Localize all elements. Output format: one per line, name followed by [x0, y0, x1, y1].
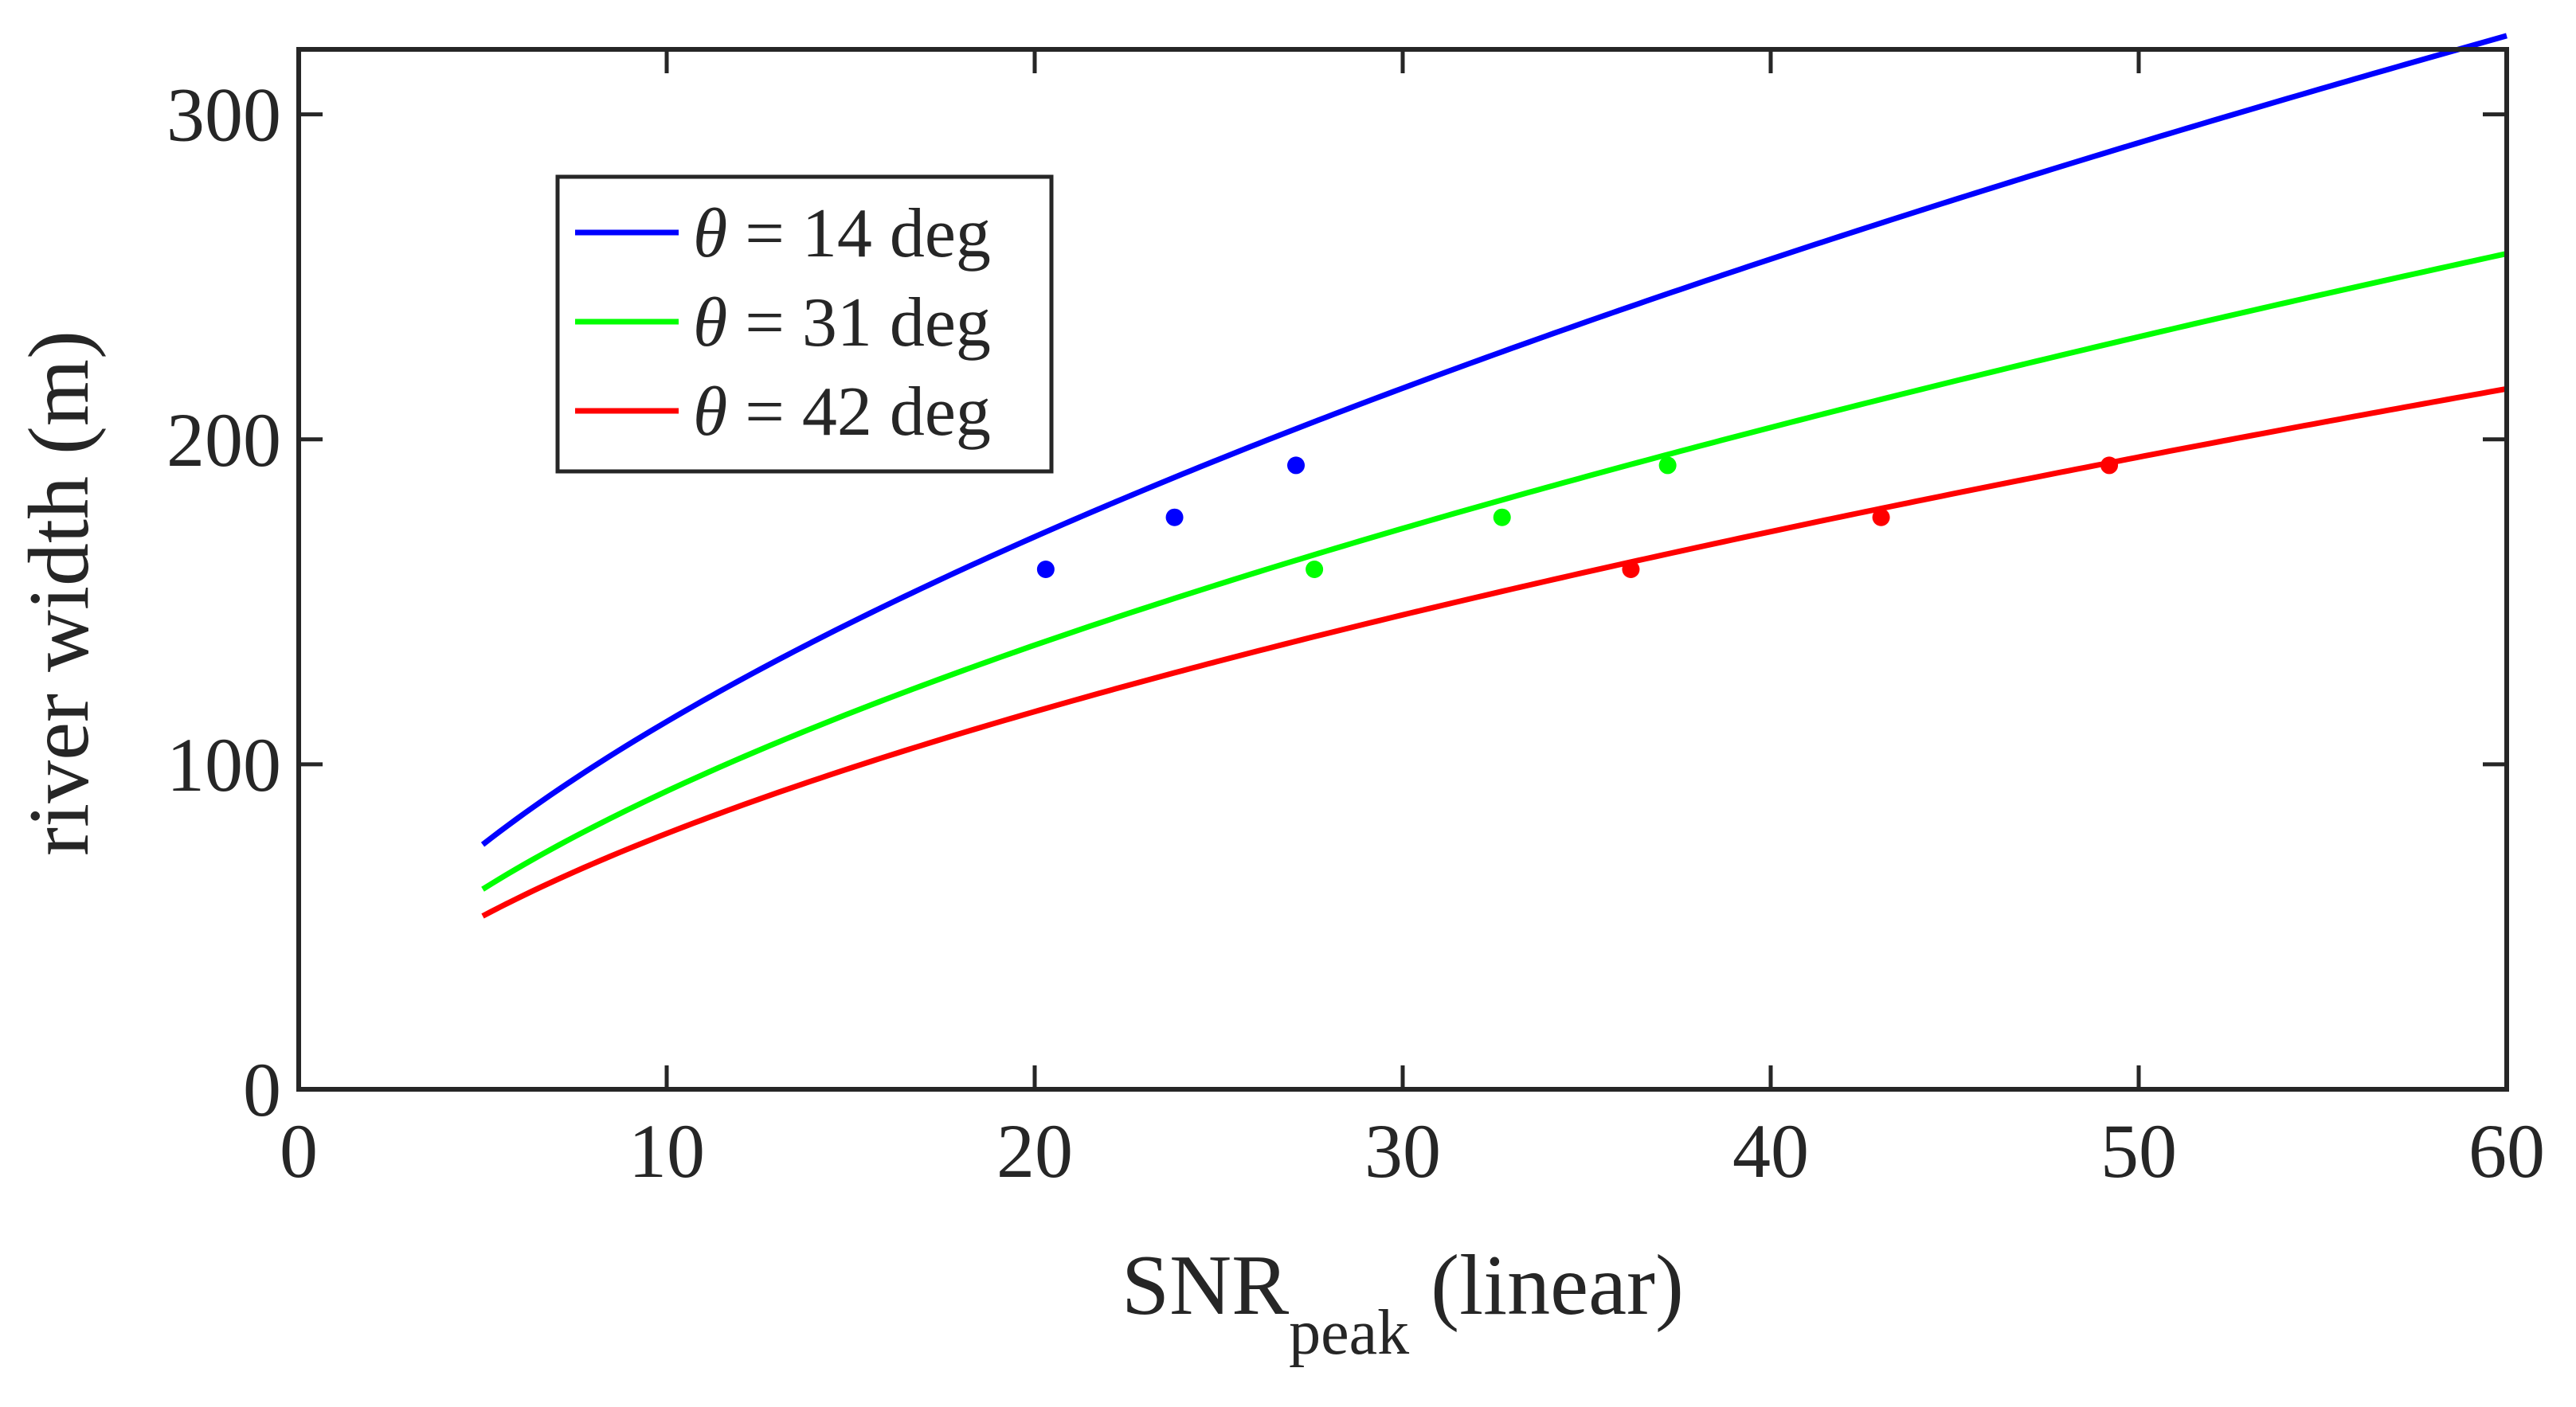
- legend-label-text: = 31 deg: [727, 284, 991, 362]
- legend-entry: θ = 31 deg: [575, 284, 991, 362]
- legend-label-text: = 14 deg: [727, 195, 991, 272]
- legend-theta-symbol: θ: [693, 373, 727, 451]
- x-tick-label: 60: [2468, 1108, 2545, 1194]
- series-line-2: [481, 385, 2507, 919]
- legend-entry: θ = 42 deg: [575, 373, 991, 451]
- legend-label-text: = 42 deg: [727, 373, 991, 451]
- x-tick-label: 50: [2100, 1108, 2177, 1194]
- x-tick-label: 0: [280, 1108, 318, 1194]
- x-axis-title-subscript: peak: [1289, 1298, 1409, 1368]
- x-tick-label: 30: [1364, 1108, 1441, 1194]
- y-tick-label: 200: [166, 397, 281, 483]
- data-point-marker: [1287, 456, 1306, 475]
- x-tick-label: 20: [996, 1108, 1073, 1194]
- y-tick-label: 300: [166, 72, 281, 158]
- y-tick-label: 100: [166, 722, 281, 807]
- x-tick-label: 40: [1732, 1108, 1809, 1194]
- series-line-0: [480, 33, 2507, 847]
- y-tick-label: 0: [243, 1047, 281, 1132]
- data-point-marker: [1306, 561, 1324, 578]
- legend-theta-symbol: θ: [693, 284, 727, 362]
- x-tick-label: 10: [628, 1108, 705, 1194]
- legend-label-31deg: θ = 31 deg: [693, 284, 991, 362]
- x-tick-labels: 0 10 20 30 40 50 60: [280, 1108, 2545, 1194]
- series-line-1: [481, 251, 2507, 892]
- series-markers: [1036, 456, 2119, 578]
- x-axis-title: SNRpeak (linear): [1122, 1238, 1684, 1368]
- legend-theta-symbol: θ: [693, 195, 727, 272]
- data-point-marker: [1872, 508, 1890, 526]
- data-point-marker: [1036, 561, 1055, 578]
- data-point-marker: [1165, 508, 1184, 526]
- series-curves: [480, 33, 2507, 919]
- y-tick-labels: 0 100 200 300: [166, 72, 281, 1132]
- data-point-marker: [1658, 456, 1677, 475]
- x-axis-title-main: SNR: [1122, 1238, 1289, 1333]
- y-axis-title: river width (m): [12, 330, 107, 856]
- legend: θ = 14 deg θ = 31 deg θ = 42 deg: [555, 174, 1054, 474]
- data-point-marker: [2100, 456, 2119, 475]
- data-point-marker: [1493, 508, 1511, 526]
- legend-entry: θ = 14 deg: [575, 195, 991, 272]
- legend-label-14deg: θ = 14 deg: [693, 195, 991, 272]
- data-point-marker: [1622, 561, 1640, 578]
- x-axis-title-suffix: (linear): [1409, 1238, 1684, 1333]
- plot-frame: [296, 47, 2509, 1092]
- legend-label-42deg: θ = 42 deg: [693, 373, 991, 451]
